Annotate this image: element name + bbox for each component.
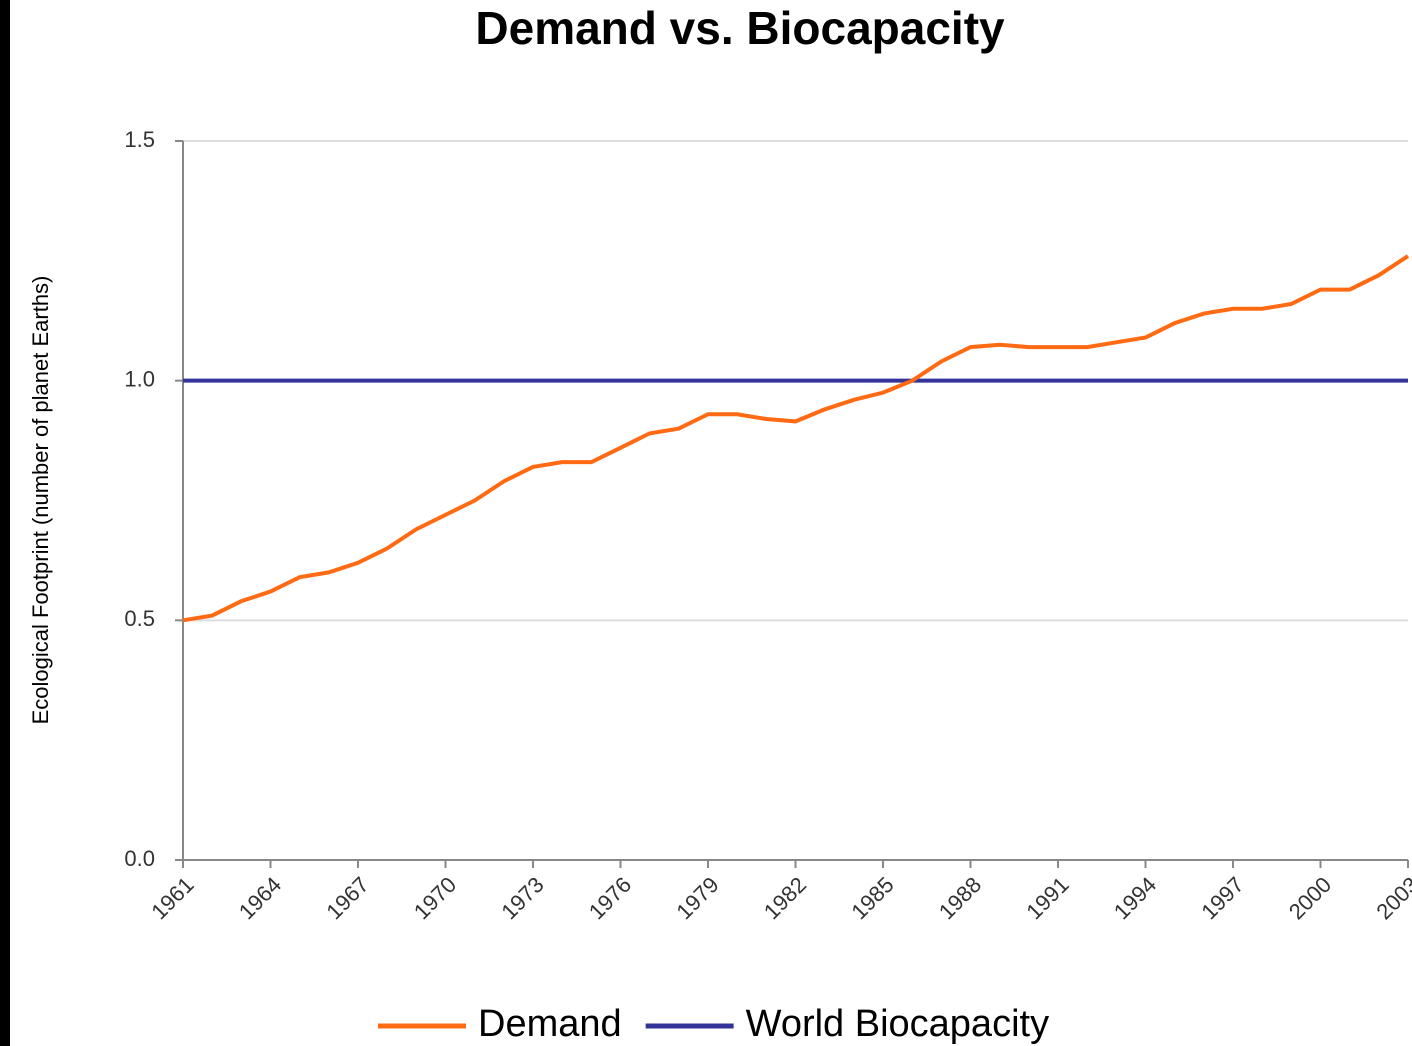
line-series — [182, 254, 1410, 623]
y-tick-label: 0.5 — [124, 606, 155, 631]
y-tick-label: 0.0 — [124, 846, 155, 871]
legend-label: Demand — [478, 1003, 622, 1045]
border — [0, 0, 10, 1046]
y-tick-label: 1.0 — [124, 366, 155, 391]
chart-title: Demand vs. Biocapacity — [475, 2, 1005, 54]
y-axis-label: Ecological Footprint (number of planet E… — [28, 276, 53, 725]
legend-label: World Biocapacity — [746, 1003, 1049, 1045]
y-tick-label: 1.5 — [124, 127, 155, 152]
